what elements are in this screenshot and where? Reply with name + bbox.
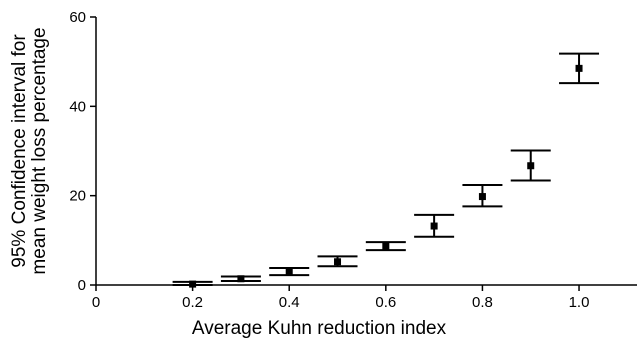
x-tick-label: 0.2 xyxy=(182,294,203,311)
data-point xyxy=(575,64,583,72)
data-point xyxy=(189,280,197,288)
data-point xyxy=(334,258,342,266)
y-ticks: 0 20 40 60 xyxy=(69,9,96,294)
data-point xyxy=(478,193,486,201)
data-point xyxy=(382,242,390,250)
x-tick-label: 0 xyxy=(92,294,100,311)
y-axis-title-line-1: 95% Confidence interval for xyxy=(9,34,30,268)
x-tick-label: 0.8 xyxy=(472,294,493,311)
data-point xyxy=(527,162,535,170)
x-tick-label: 0.4 xyxy=(279,294,300,311)
x-ticks: 0 0.2 0.4 0.6 0.8 1.0 xyxy=(92,285,590,311)
y-tick-label: 60 xyxy=(69,9,86,26)
data-point xyxy=(285,268,293,276)
x-tick-label: 1.0 xyxy=(569,294,590,311)
y-axis-title-line-2: mean weight loss percentage xyxy=(29,27,50,274)
y-tick-label: 0 xyxy=(78,277,86,294)
x-axis-title: Average Kuhn reduction index xyxy=(192,318,447,339)
y-tick-label: 20 xyxy=(69,188,86,205)
data-marks xyxy=(172,52,600,288)
x-tick-label: 0.6 xyxy=(375,294,396,311)
y-tick-label: 40 xyxy=(69,98,86,115)
data-point xyxy=(237,275,245,283)
axes xyxy=(95,17,637,286)
data-point xyxy=(430,222,438,230)
